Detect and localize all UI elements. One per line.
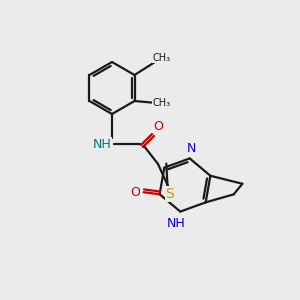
- Text: CH₃: CH₃: [152, 53, 171, 63]
- Text: N: N: [187, 142, 196, 155]
- Text: CH₃: CH₃: [152, 98, 171, 108]
- Text: O: O: [131, 186, 141, 199]
- Text: S: S: [166, 187, 174, 201]
- Text: NH: NH: [167, 217, 186, 230]
- Text: O: O: [153, 119, 163, 133]
- Text: NH: NH: [93, 137, 111, 151]
